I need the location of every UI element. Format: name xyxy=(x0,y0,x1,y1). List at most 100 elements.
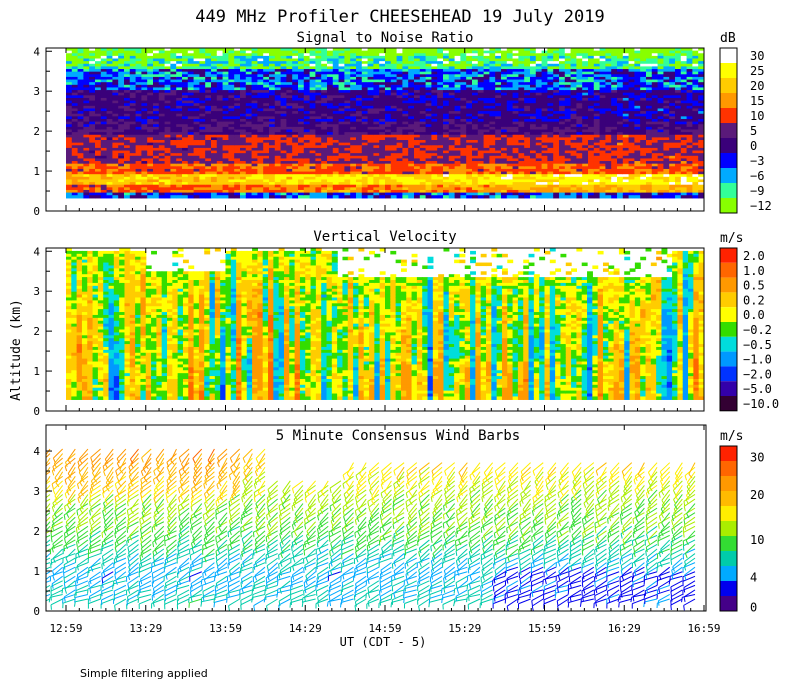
snr-cell xyxy=(443,189,450,194)
snr-cell xyxy=(553,105,560,110)
snr-cell xyxy=(141,69,148,73)
snr-cell xyxy=(483,155,490,160)
snr-cell xyxy=(332,124,340,128)
snr-cell xyxy=(460,192,467,196)
snr-cell xyxy=(141,158,148,162)
snr-cell xyxy=(234,84,241,89)
snr-cell xyxy=(71,95,79,99)
snr-cell xyxy=(182,74,189,78)
snr-cell xyxy=(379,150,386,154)
snr-cell xyxy=(135,134,142,138)
snr-cell xyxy=(245,111,253,115)
snr-cell xyxy=(547,168,554,173)
snr-cell xyxy=(176,53,183,57)
snr-cell xyxy=(332,61,340,65)
snr-cell xyxy=(466,161,473,165)
snr-cell xyxy=(356,58,363,62)
snr-cell xyxy=(477,116,485,120)
snr-cell xyxy=(222,118,229,123)
snr-cell xyxy=(164,74,171,78)
snr-cell xyxy=(564,161,572,165)
snr-cell xyxy=(234,121,241,125)
snr-cell xyxy=(257,184,264,188)
snr-cell xyxy=(489,84,496,89)
snr-cell xyxy=(303,58,311,62)
snr-cell xyxy=(338,79,345,83)
snr-cell xyxy=(106,142,113,146)
snr-cell xyxy=(338,76,345,81)
snr-cell xyxy=(153,137,160,141)
snr-cell xyxy=(269,61,276,65)
snr-cell xyxy=(176,84,183,89)
snr-cell xyxy=(118,100,125,104)
snr-cell xyxy=(263,87,270,91)
snr-cell xyxy=(303,113,311,117)
snr-cell xyxy=(112,105,119,110)
snr-cell xyxy=(385,187,392,191)
snr-cell xyxy=(292,140,299,144)
snr-cell xyxy=(466,171,473,175)
snr-cell xyxy=(356,129,363,133)
snr-cell xyxy=(547,55,554,60)
snr-cell xyxy=(466,134,473,138)
snr-cell xyxy=(274,95,282,99)
snr-cell xyxy=(124,150,131,154)
snr-cell xyxy=(559,66,566,70)
snr-cell xyxy=(269,108,276,112)
snr-cell xyxy=(564,111,572,115)
snr-cell xyxy=(118,161,125,165)
snr-cell xyxy=(228,69,235,73)
snr-cell xyxy=(472,184,479,188)
snr-cell xyxy=(408,168,415,173)
snr-cell xyxy=(228,184,235,188)
snr-cell xyxy=(257,163,264,167)
snr-cell xyxy=(373,153,380,157)
snr-cell xyxy=(286,118,293,123)
snr-cell xyxy=(402,192,409,196)
snr-cell xyxy=(396,168,403,173)
snr-cell xyxy=(512,111,519,115)
snr-cell xyxy=(477,58,485,62)
snr-cell xyxy=(274,121,282,125)
snr-cell xyxy=(89,129,96,133)
snr-cell xyxy=(315,126,322,131)
snr-cell xyxy=(564,150,572,154)
snr-cell xyxy=(402,174,409,178)
snr-cell xyxy=(176,182,183,186)
snr-cell xyxy=(327,124,334,128)
snr-cell xyxy=(460,158,467,162)
snr-cell xyxy=(454,103,461,107)
snr-cell xyxy=(512,129,519,133)
snr-cell xyxy=(530,184,537,188)
snr-cell xyxy=(89,58,96,62)
snr-cell xyxy=(71,163,79,167)
snr-cell xyxy=(135,184,142,188)
snr-cell xyxy=(472,142,479,146)
snr-cell xyxy=(327,132,334,136)
snr-cell xyxy=(535,108,543,112)
snr-cell xyxy=(280,189,287,194)
snr-cell xyxy=(83,129,90,133)
snr-cell xyxy=(245,69,253,73)
snr-cell xyxy=(228,158,235,162)
snr-cell xyxy=(240,174,247,178)
snr-cell xyxy=(512,145,519,149)
snr-cell xyxy=(251,140,258,144)
snr-cell xyxy=(280,150,287,154)
snr-cell xyxy=(153,55,160,60)
snr-cell xyxy=(77,113,84,117)
snr-cell xyxy=(257,95,264,99)
snr-cell xyxy=(419,82,427,86)
snr-cell xyxy=(385,168,392,173)
y-axis-label: Altitude (km) xyxy=(9,299,24,401)
snr-cell xyxy=(164,158,171,162)
snr-cell xyxy=(483,174,490,178)
snr-cell xyxy=(118,103,125,107)
snr-cell xyxy=(187,90,195,94)
snr-cell xyxy=(66,195,73,199)
snr-cell xyxy=(100,137,108,141)
snr-cell xyxy=(327,142,334,146)
snr-cell xyxy=(472,69,479,73)
snr-cell xyxy=(466,132,473,136)
snr-cell xyxy=(390,166,398,170)
